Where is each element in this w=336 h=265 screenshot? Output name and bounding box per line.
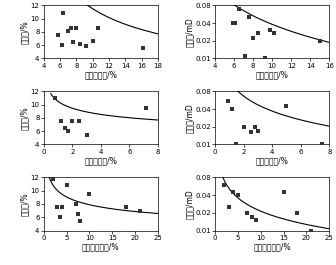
Point <box>87 192 92 196</box>
Point <box>221 183 227 187</box>
Point <box>91 39 96 43</box>
X-axis label: 综泥石含量/%: 综泥石含量/% <box>256 70 289 79</box>
Point <box>252 125 258 129</box>
Point <box>247 15 252 19</box>
Y-axis label: 滤透度/mD: 滤透度/mD <box>185 103 194 133</box>
Point <box>78 218 83 223</box>
Point <box>235 193 241 197</box>
Point <box>284 104 289 108</box>
X-axis label: 伊蒙混层含量/%: 伊蒙混层含量/% <box>253 242 291 251</box>
Point <box>59 205 65 209</box>
Point <box>229 107 235 111</box>
Point <box>66 29 71 33</box>
Point <box>255 129 261 133</box>
Point <box>267 28 273 33</box>
Point <box>74 26 79 30</box>
Point <box>317 39 323 43</box>
Point <box>244 211 250 215</box>
Point <box>62 126 68 130</box>
Point <box>59 43 64 47</box>
Point <box>75 212 81 216</box>
Point <box>65 129 71 133</box>
Point <box>95 26 100 30</box>
X-axis label: 综泥石含量/%: 综泥石含量/% <box>84 70 117 79</box>
X-axis label: 伊利石含量/%: 伊利石含量/% <box>84 156 117 165</box>
Point <box>255 31 261 35</box>
Point <box>140 46 146 50</box>
Point <box>68 26 73 30</box>
Point <box>64 183 69 188</box>
Point <box>73 202 78 206</box>
Point <box>57 215 62 219</box>
Point <box>137 209 142 213</box>
X-axis label: 伊利石含量/%: 伊利石含量/% <box>256 156 289 165</box>
Point <box>249 215 254 219</box>
Point <box>248 130 253 135</box>
Point <box>123 205 129 209</box>
X-axis label: 伊蒙混层含量/%: 伊蒙混层含量/% <box>82 242 120 251</box>
Point <box>234 142 239 147</box>
Point <box>230 21 236 25</box>
Y-axis label: 滤透度/mD: 滤透度/mD <box>185 17 194 47</box>
Y-axis label: 孔隙度/%: 孔隙度/% <box>20 106 29 130</box>
Point <box>58 119 64 123</box>
Point <box>55 205 60 209</box>
Point <box>242 54 247 58</box>
Point <box>232 21 238 25</box>
Point <box>253 218 259 222</box>
Point <box>236 7 242 12</box>
Point <box>281 190 286 194</box>
Point <box>70 119 75 123</box>
Point <box>52 96 58 100</box>
Y-axis label: 滤透度/mD: 滤透度/mD <box>185 189 194 219</box>
Point <box>225 99 230 103</box>
Point <box>271 31 277 35</box>
Point <box>84 132 89 137</box>
Point <box>50 177 55 181</box>
Point <box>70 40 76 45</box>
Point <box>241 125 246 129</box>
Point <box>60 11 66 15</box>
Point <box>77 42 82 47</box>
Point <box>77 119 82 123</box>
Point <box>226 205 232 209</box>
Point <box>230 190 236 194</box>
Point <box>262 56 267 60</box>
Point <box>83 44 89 48</box>
Point <box>144 106 149 110</box>
Point <box>295 211 300 215</box>
Point <box>320 142 325 147</box>
Point <box>308 228 314 233</box>
Point <box>56 33 61 37</box>
Point <box>250 36 256 40</box>
Y-axis label: 孔隙度/%: 孔隙度/% <box>20 20 29 44</box>
Y-axis label: 孔隙度/%: 孔隙度/% <box>20 192 29 216</box>
